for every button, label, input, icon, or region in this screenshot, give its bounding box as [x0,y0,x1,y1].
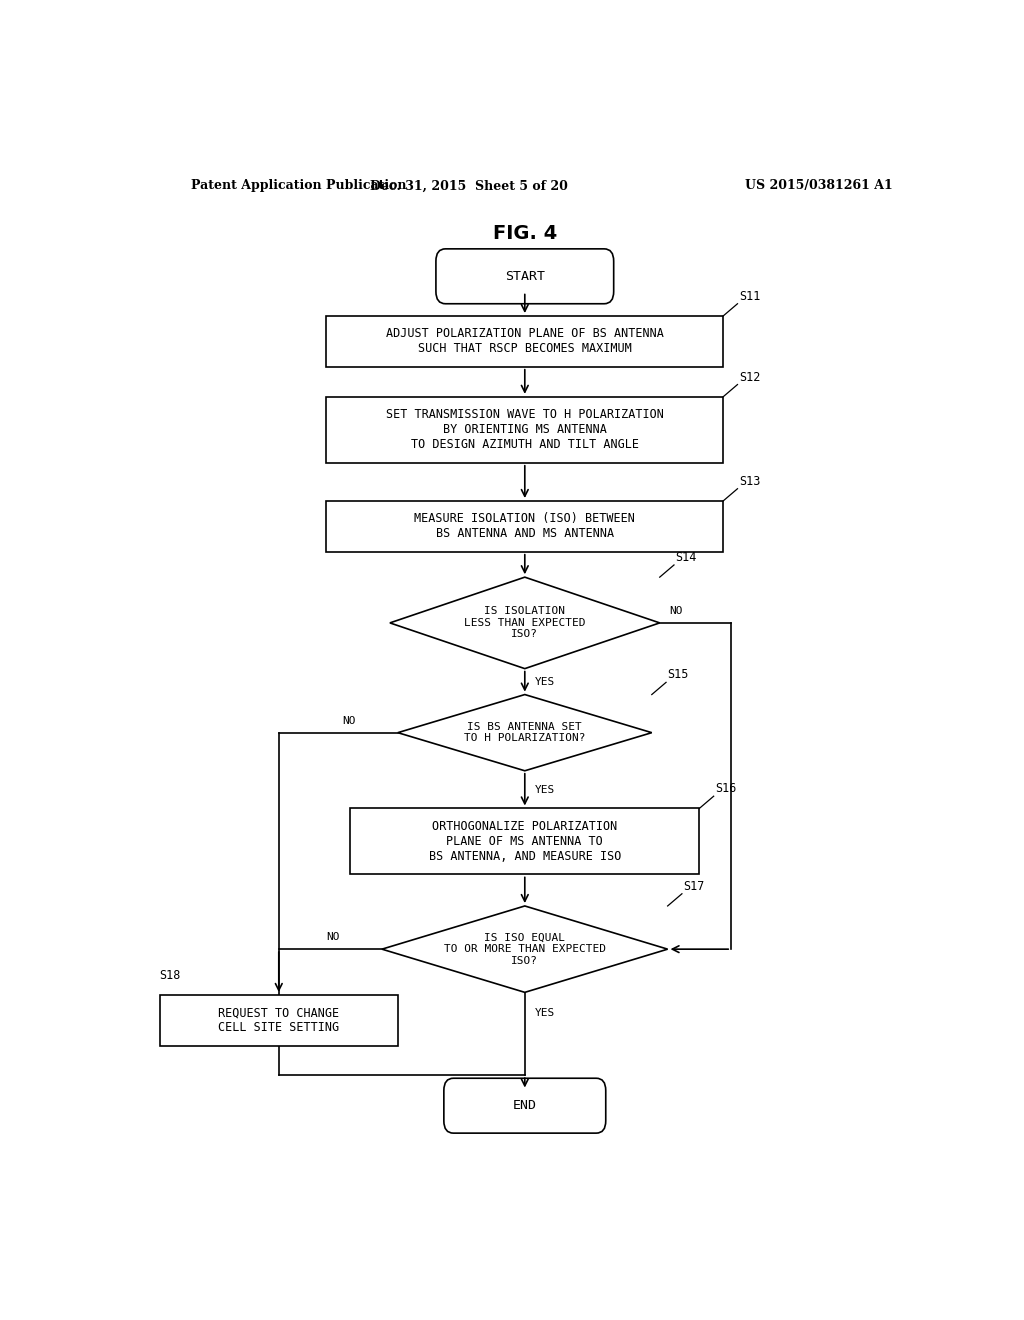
Text: S18: S18 [160,969,181,982]
Text: ADJUST POLARIZATION PLANE OF BS ANTENNA
SUCH THAT RSCP BECOMES MAXIMUM: ADJUST POLARIZATION PLANE OF BS ANTENNA … [386,327,664,355]
Text: S13: S13 [739,475,761,487]
FancyBboxPatch shape [327,397,723,463]
Text: FIG. 4: FIG. 4 [493,224,557,243]
Text: YES: YES [536,1007,555,1018]
Text: S12: S12 [739,371,761,384]
Text: END: END [513,1100,537,1113]
Text: MEASURE ISOLATION (ISO) BETWEEN
BS ANTENNA AND MS ANTENNA: MEASURE ISOLATION (ISO) BETWEEN BS ANTEN… [415,512,635,540]
Text: S14: S14 [676,550,697,564]
FancyBboxPatch shape [327,500,723,552]
Text: IS ISO EQUAL
TO OR MORE THAN EXPECTED
ISO?: IS ISO EQUAL TO OR MORE THAN EXPECTED IS… [443,932,606,966]
Text: YES: YES [536,677,555,686]
Text: S16: S16 [715,783,736,795]
Polygon shape [397,694,652,771]
Text: REQUEST TO CHANGE
CELL SITE SETTING: REQUEST TO CHANGE CELL SITE SETTING [218,1006,339,1035]
FancyBboxPatch shape [350,808,699,874]
Text: S11: S11 [739,289,761,302]
Text: NO: NO [327,932,340,942]
Text: US 2015/0381261 A1: US 2015/0381261 A1 [744,180,892,193]
Text: Patent Application Publication: Patent Application Publication [191,180,407,193]
Text: S17: S17 [684,879,705,892]
Text: YES: YES [536,784,555,795]
Text: START: START [505,269,545,282]
Text: ORTHOGONALIZE POLARIZATION
PLANE OF MS ANTENNA TO
BS ANTENNA, AND MEASURE ISO: ORTHOGONALIZE POLARIZATION PLANE OF MS A… [429,820,621,863]
FancyBboxPatch shape [436,249,613,304]
FancyBboxPatch shape [327,315,723,367]
FancyBboxPatch shape [160,995,397,1045]
Text: Dec. 31, 2015  Sheet 5 of 20: Dec. 31, 2015 Sheet 5 of 20 [371,180,568,193]
Text: NO: NO [670,606,683,615]
Text: IS ISOLATION
LESS THAN EXPECTED
ISO?: IS ISOLATION LESS THAN EXPECTED ISO? [464,606,586,639]
Text: SET TRANSMISSION WAVE TO H POLARIZATION
BY ORIENTING MS ANTENNA
TO DESIGN AZIMUT: SET TRANSMISSION WAVE TO H POLARIZATION … [386,408,664,451]
Text: IS BS ANTENNA SET
TO H POLARIZATION?: IS BS ANTENNA SET TO H POLARIZATION? [464,722,586,743]
Text: NO: NO [342,715,355,726]
Text: S15: S15 [668,668,689,681]
Polygon shape [382,906,668,993]
Polygon shape [390,577,659,669]
FancyBboxPatch shape [443,1078,606,1133]
